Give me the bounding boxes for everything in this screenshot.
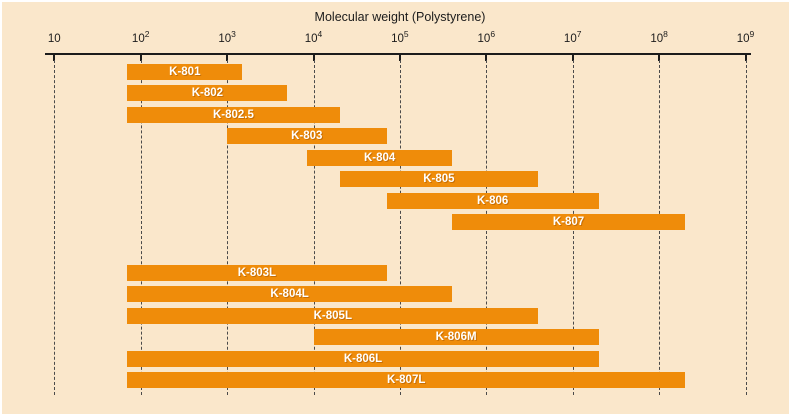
axis-tick-label: 10 <box>47 33 61 45</box>
bar-k-804: K-804 <box>307 149 452 166</box>
bar-k-802: K-802 <box>127 85 288 102</box>
bar-k-803: K-803 <box>227 128 387 145</box>
axis-tick-label: 109 <box>736 29 755 45</box>
axis-tick <box>485 55 488 61</box>
axis-tick-label: 108 <box>650 29 668 45</box>
axis-tick <box>53 55 56 61</box>
axis-tick-label: 104 <box>304 29 323 45</box>
bar-k-804l: K-804L <box>127 286 452 303</box>
x-axis-line <box>45 53 751 55</box>
axis-tick <box>658 55 661 61</box>
axis-tick-label: 105 <box>391 29 409 45</box>
axis-tick-label: 107 <box>563 29 582 45</box>
axis-tick-label: 102 <box>131 29 150 45</box>
axis-tick <box>226 55 229 61</box>
axis-tick <box>398 55 401 61</box>
axis-tick <box>571 55 574 61</box>
axis-tick <box>312 55 315 61</box>
axis-tick <box>744 55 747 61</box>
bar-k-806m: K-806M <box>313 329 599 346</box>
gridline <box>313 60 315 395</box>
bar-k-806: K-806 <box>386 192 599 209</box>
gridline <box>54 60 56 395</box>
axis-tick-label: 103 <box>218 29 236 45</box>
chart-title: Molecular weight (Polystyrene) <box>314 10 486 24</box>
axis-tick <box>139 55 142 61</box>
gridline <box>140 60 142 395</box>
bar-k-801: K-801 <box>127 64 243 80</box>
bar-k-805: K-805 <box>339 171 539 188</box>
bar-k-807l: K-807L <box>127 372 686 389</box>
bar-k-807: K-807 <box>451 214 686 231</box>
bar-k-805l: K-805L <box>127 307 539 324</box>
gridline <box>399 60 401 395</box>
bar-k-806l: K-806L <box>127 350 599 367</box>
axis-tick-label: 106 <box>477 29 496 45</box>
bar-k-803l: K-803L <box>127 265 387 281</box>
gridline <box>745 60 747 395</box>
bar-k-802-5: K-802.5 <box>127 106 340 123</box>
gridline <box>227 60 229 395</box>
